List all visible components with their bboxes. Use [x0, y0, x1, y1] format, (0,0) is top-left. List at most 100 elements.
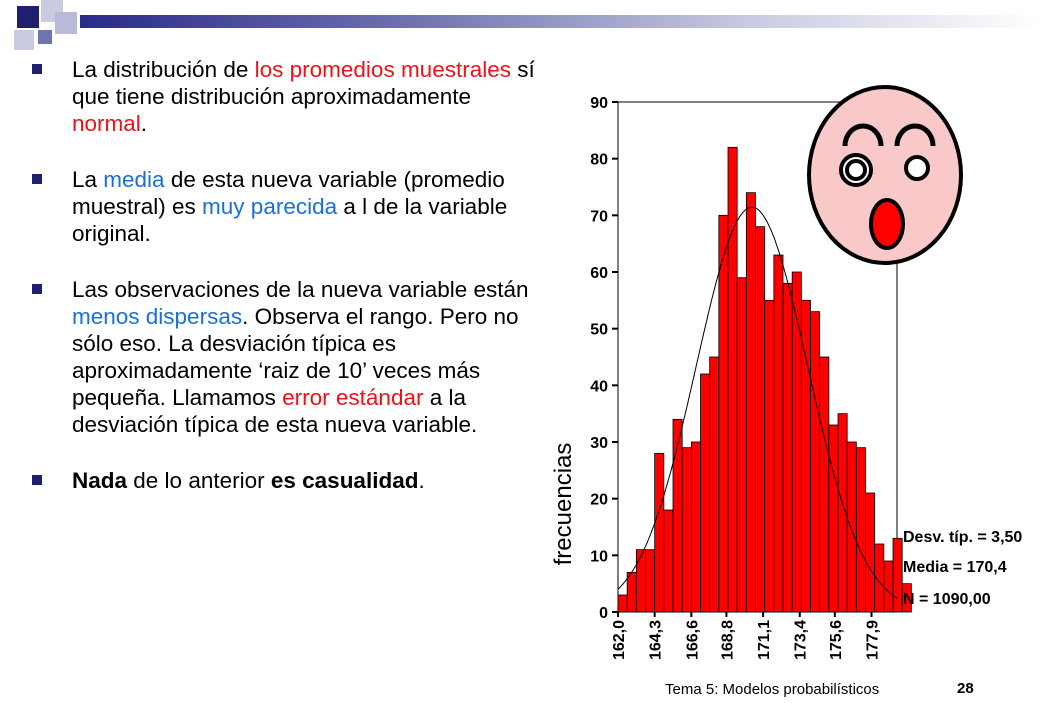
histogram-bar — [626, 571, 637, 613]
deco-square-light — [55, 12, 77, 34]
mouth — [869, 198, 905, 250]
bullet-square-icon — [32, 475, 42, 485]
bullet-text: a l de la variable original. — [72, 194, 508, 246]
deco-square-dark — [17, 6, 39, 28]
histogram-bar — [755, 226, 766, 613]
histogram-bar — [617, 594, 628, 613]
bullet-square-icon — [32, 174, 42, 184]
histogram-bar — [810, 311, 821, 613]
histogram-bar — [690, 441, 701, 613]
x-tick-label: 168,8 — [719, 620, 736, 660]
x-tick-label: 175,6 — [828, 620, 845, 660]
histogram-bar — [791, 271, 802, 613]
right-eyebrow — [894, 123, 936, 147]
histogram-bar — [901, 583, 912, 613]
highlight-text: media — [103, 167, 165, 192]
bullet-text: sí que tiene distribución aproximadament… — [72, 57, 535, 109]
stat-mean: Media = 170,4 — [903, 559, 1007, 576]
y-tick-label: 90 — [590, 95, 608, 112]
histogram-bar — [681, 447, 692, 613]
histogram-bar — [819, 356, 830, 613]
bullet-square-icon — [32, 284, 42, 294]
y-axis: 0 10 20 30 40 50 60 70 80 90 — [590, 95, 618, 622]
histogram-bar — [828, 424, 839, 613]
y-tick-label: 50 — [590, 322, 608, 339]
y-tick-label: 10 — [590, 548, 608, 565]
histogram-bar — [672, 418, 683, 613]
histogram-bar — [709, 356, 720, 613]
bullet-text: La — [72, 167, 104, 192]
left-eyebrow — [842, 123, 884, 147]
histogram-bar — [773, 254, 784, 613]
normal-curve-line — [617, 206, 898, 599]
histogram-bar — [727, 146, 738, 613]
emphasis-text: Nada — [72, 468, 128, 493]
bullet-text: de esta nueva variable (promedio muestra… — [72, 167, 505, 219]
bullet-square-icon — [32, 64, 42, 74]
bullet-item: La distribución de los promedios muestra… — [32, 56, 552, 137]
histogram-bar — [700, 373, 711, 613]
histogram-bar — [800, 299, 811, 613]
bars — [617, 146, 912, 613]
face-head — [807, 85, 963, 265]
title-decoration — [0, 0, 1040, 60]
x-tick-label: 164,3 — [648, 620, 665, 660]
stat-std-dev: Desv. típ. = 3,50 — [903, 529, 1022, 546]
histogram-chart: 0 10 20 30 40 50 60 70 80 90 162,0 164,3 166,6 168,8… — [550, 85, 1022, 660]
histogram-bar — [654, 452, 665, 613]
histogram-bar — [855, 447, 866, 613]
histogram-bar — [846, 441, 857, 613]
bullet-text: . Observa el rango. Pero no sólo eso. La… — [72, 304, 519, 410]
highlight-text: error estándar — [282, 385, 424, 410]
highlight-text: normal — [72, 111, 141, 136]
surprised-face-icon — [807, 85, 963, 265]
deco-square-light — [14, 30, 34, 50]
emphasis-text: es casualidad — [270, 468, 419, 493]
histogram-bar — [736, 277, 747, 613]
bullet-list: La distribución de los promedios muestra… — [32, 56, 552, 494]
x-tick-label: 166,6 — [684, 620, 701, 660]
bullet-text: La distribución de — [72, 57, 255, 82]
y-axis-label: frecuencias — [550, 443, 577, 566]
histogram-bar — [764, 299, 775, 613]
bullet-text: de lo anterior — [127, 468, 271, 493]
highlight-text: muy parecida — [202, 194, 338, 219]
bullet-text: . — [418, 468, 425, 493]
x-tick-label: 177,9 — [865, 620, 882, 660]
histogram-bar — [645, 549, 656, 613]
histogram-bar — [782, 282, 793, 613]
histogram-bar — [745, 192, 756, 613]
title-gradient-bar — [80, 15, 1040, 28]
histogram-bar — [883, 560, 894, 613]
highlight-text: menos dispersas — [72, 304, 243, 329]
y-tick-label: 60 — [590, 265, 608, 282]
bullet-text: . — [140, 111, 148, 136]
y-tick-label: 30 — [590, 435, 608, 452]
highlight-text: los promedios muestrales — [254, 57, 511, 82]
footer-text: Tema 5: Modelos probabilísticos — [665, 681, 880, 698]
x-axis: 162,0 164,3 166,6 168,8 171,1 173,4 175,6 177,9 — [611, 612, 882, 660]
y-tick-label: 20 — [590, 492, 608, 509]
bullet-item: Nada de lo anterior es casualidad. — [32, 467, 552, 494]
x-tick-label: 173,4 — [793, 620, 810, 660]
y-tick-label: 70 — [590, 208, 608, 225]
y-tick-label: 0 — [599, 605, 608, 622]
page-number: 28 — [957, 680, 974, 697]
x-tick-label: 171,1 — [756, 620, 773, 660]
bullet-item: La media de esta nueva variable (promedi… — [32, 166, 552, 247]
deco-square-dark — [38, 30, 52, 44]
right-eye — [904, 155, 930, 181]
y-tick-label: 40 — [590, 378, 608, 395]
bullet-item: Las observaciones de la nueva variable e… — [32, 276, 552, 438]
stats-box: Desv. típ. = 3,50 Media = 170,4 N = 1090… — [903, 529, 1022, 608]
histogram-bar — [718, 214, 729, 613]
histogram-bar — [892, 537, 903, 613]
left-pupil — [845, 159, 867, 181]
bullet-text: Las observaciones de la nueva variable e… — [72, 277, 529, 302]
bullet-text: a la desviación típica de esta nueva var… — [72, 385, 478, 437]
histogram-bar — [635, 549, 646, 613]
y-tick-label: 80 — [590, 152, 608, 169]
histogram-bar — [663, 509, 674, 613]
x-tick-label: 162,0 — [611, 620, 628, 660]
stat-n: N = 1090,00 — [903, 591, 991, 608]
